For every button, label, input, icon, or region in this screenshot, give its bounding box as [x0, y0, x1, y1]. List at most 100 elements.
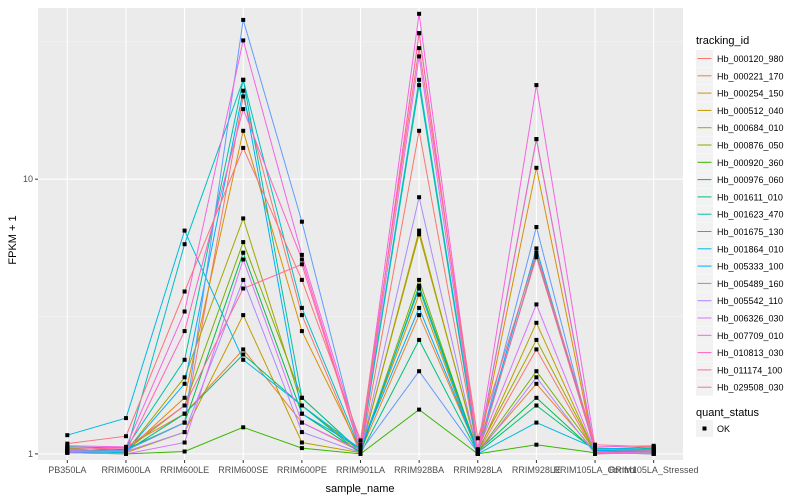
legend-label: Hb_000221_170 [717, 71, 784, 81]
data-point-Hb_029508_030 [124, 434, 128, 439]
data-point-Hb_005489_160 [417, 369, 422, 374]
legend-label: Hb_000876_050 [717, 141, 784, 151]
data-point-Hb_000684_010 [182, 375, 187, 380]
x-axis: PB350LA RRIM600LA RRIM600LE RRIM600SE RRIM60… [48, 460, 698, 475]
data-point-Hb_006326_030 [124, 451, 128, 456]
data-point-Hb_001611_010 [182, 411, 187, 416]
data-point-Hb_029508_030 [651, 444, 656, 449]
data-point-Hb_005333_100 [534, 246, 539, 251]
data-point-Hb_029508_030 [182, 289, 187, 294]
legend-label: Hb_000254_150 [717, 89, 784, 99]
data-point-Hb_000684_010 [417, 232, 422, 237]
data-point-Hb_000254_150 [534, 165, 539, 170]
data-point-Hb_005333_100 [241, 88, 246, 93]
data-point-Hb_001864_010 [124, 416, 128, 421]
data-point-Hb_000684_010 [241, 216, 246, 221]
data-point-Hb_000254_150 [299, 329, 304, 334]
data-point-Hb_011174_100 [124, 446, 128, 451]
data-point-Hb_005333_100 [182, 381, 187, 386]
data-point-Hb_029508_030 [475, 436, 480, 441]
data-point-Hb_005542_110 [417, 195, 422, 200]
data-point-Hb_029508_030 [358, 438, 363, 443]
data-point-Hb_029508_030 [65, 441, 70, 446]
legend-label: Hb_010813_030 [717, 348, 784, 358]
legend-items: Hb_000120_980 Hb_000221_170 Hb_000254_150 H… [696, 50, 784, 396]
data-point-Hb_000920_360 [534, 442, 539, 447]
data-point-Hb_000254_150 [241, 128, 246, 133]
data-point-Hb_001864_010 [65, 433, 70, 438]
legend-label: Hb_001623_470 [717, 210, 784, 220]
data-point-Hb_007709_010 [241, 38, 246, 43]
data-point-Hb_010813_030 [182, 329, 187, 334]
data-point-Hb_000254_150 [182, 395, 187, 400]
shape-legend-key-square [702, 426, 707, 431]
data-point-Hb_001623_470 [182, 357, 187, 362]
x-tick-label: RRIM600LE [160, 465, 209, 475]
data-point-Hb_001623_470 [299, 395, 304, 400]
data-point-Hb_000254_150 [417, 292, 422, 297]
x-tick-label: RRIM928LA [453, 465, 502, 475]
data-point-Hb_001611_010 [241, 352, 246, 357]
data-point-Hb_011174_100 [417, 31, 422, 36]
data-point-Hb_000512_040 [241, 313, 246, 318]
data-point-Hb_011174_100 [651, 448, 656, 453]
data-point-Hb_000120_980 [299, 313, 304, 318]
data-point-Hb_001864_010 [534, 420, 539, 425]
y-tick-label: 10 [23, 174, 33, 184]
data-point-Hb_011174_100 [299, 262, 304, 267]
data-point-Hb_001623_470 [417, 83, 422, 88]
data-point-Hb_007709_010 [65, 443, 70, 448]
x-tick-label: RRIM105LA_Control [554, 465, 637, 475]
data-point-Hb_000221_170 [534, 381, 539, 386]
data-point-Hb_000120_980 [534, 347, 539, 352]
x-axis-title: sample_name [325, 483, 394, 495]
data-point-Hb_001675_130 [241, 77, 246, 82]
data-point-Hb_010813_030 [124, 449, 128, 454]
legend-label: Hb_000684_010 [717, 123, 784, 133]
data-point-Hb_011174_100 [358, 449, 363, 454]
data-point-Hb_006326_030 [417, 54, 422, 59]
data-point-Hb_010813_030 [241, 107, 246, 112]
data-point-Hb_006326_030 [299, 420, 304, 425]
data-point-Hb_000876_050 [241, 240, 246, 245]
shape-legend-label-ok: OK [717, 424, 730, 434]
data-point-Hb_007709_010 [182, 309, 187, 314]
data-point-Hb_029508_030 [417, 46, 422, 51]
data-point-Hb_005333_100 [417, 305, 422, 310]
data-point-Hb_005333_100 [299, 411, 304, 416]
data-point-Hb_007709_010 [475, 447, 480, 452]
legend-label: Hb_000120_980 [717, 54, 784, 64]
data-point-Hb_011174_100 [182, 403, 187, 408]
data-point-Hb_000512_040 [299, 440, 304, 445]
x-tick-label: RRIM105LA_Stressed [609, 465, 699, 475]
data-point-Hb_011174_100 [65, 447, 70, 452]
y-axis: 1 10 [23, 174, 38, 459]
y-axis-title: FPKM + 1 [7, 215, 19, 264]
data-point-Hb_005333_100 [358, 446, 363, 451]
data-point-Hb_011174_100 [241, 286, 246, 291]
x-tick-label: RRIM928BA [394, 465, 444, 475]
legend-label: Hb_011174_100 [717, 365, 782, 375]
data-point-Hb_001623_470 [534, 252, 539, 257]
data-point-Hb_010813_030 [534, 137, 539, 142]
data-point-Hb_006326_030 [241, 257, 246, 262]
data-point-Hb_001675_130 [299, 305, 304, 310]
data-point-Hb_000221_170 [417, 313, 422, 318]
data-point-Hb_007709_010 [358, 442, 363, 447]
shape-legend-title: quant_status [696, 407, 759, 419]
x-tick-label: RRIM600LA [101, 465, 150, 475]
data-point-Hb_029508_030 [241, 145, 246, 150]
data-point-Hb_000920_360 [299, 446, 304, 451]
data-point-Hb_005489_160 [182, 420, 187, 425]
legend-label: Hb_005333_100 [717, 262, 784, 272]
data-point-Hb_005489_160 [299, 219, 304, 224]
data-point-Hb_029508_030 [534, 250, 539, 255]
legend-label: Hb_001864_010 [717, 244, 784, 254]
data-point-Hb_000221_170 [241, 347, 246, 352]
data-point-Hb_006326_030 [651, 451, 656, 456]
data-point-Hb_001611_010 [534, 403, 539, 408]
data-point-Hb_005542_110 [182, 430, 187, 435]
data-point-Hb_007709_010 [299, 252, 304, 257]
data-point-Hb_007709_010 [593, 444, 597, 449]
data-point-Hb_007709_010 [417, 11, 422, 16]
